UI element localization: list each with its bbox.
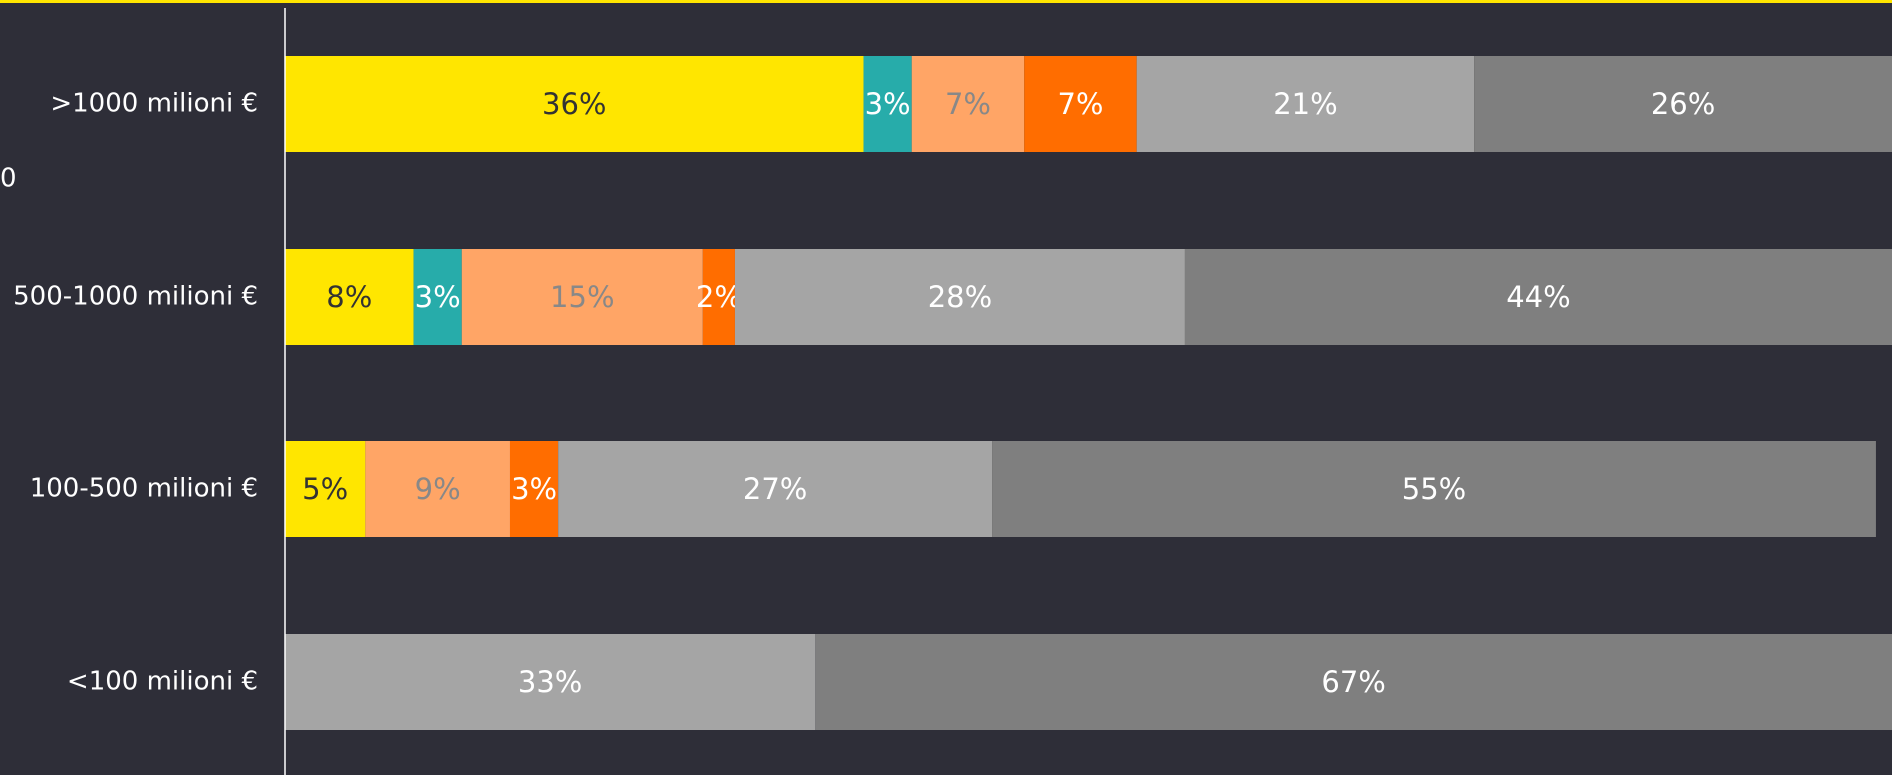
value-label: 8% [326,280,372,314]
value-label: 3% [415,280,461,314]
value-label: 9% [415,472,461,506]
bar-segment [992,441,1876,537]
annotation: 0 [0,164,17,194]
bar-segment [285,56,864,152]
bar-segment [911,56,1025,152]
value-label: 7% [1057,87,1103,121]
value-label: 27% [743,472,807,506]
bar-segment [285,249,414,345]
bar-segment [285,441,366,537]
bar-segment [413,249,462,345]
bar-segment [702,249,735,345]
bar-segment [285,634,816,730]
bar-segment [365,441,510,537]
value-label: 3% [865,87,911,121]
bar-segment [509,441,559,537]
bar-segment [863,56,912,152]
top-border [0,0,1892,3]
category-label: 100-500 milioni € [30,474,258,504]
bar-segment [558,441,993,537]
value-label: 15% [550,280,614,314]
bar-segment [734,249,1185,345]
bar-segment [1136,56,1475,152]
value-label: 5% [302,472,348,506]
category-label: 500-1000 milioni € [13,282,258,312]
value-label: 28% [928,280,992,314]
value-label: 3% [511,472,557,506]
bar-segment [1184,249,1892,345]
value-label: 2% [696,280,742,314]
value-label: 67% [1321,665,1385,699]
value-label: 7% [945,87,991,121]
value-label: 55% [1402,472,1466,506]
bar-segment [815,634,1892,730]
value-label: 36% [542,87,606,121]
value-label: 33% [518,665,582,699]
value-label: 26% [1651,87,1715,121]
value-label: 44% [1506,280,1570,314]
bar-segment [1024,56,1137,152]
category-label: <100 milioni € [67,667,258,697]
bar-segment [461,249,703,345]
category-label: >1000 milioni € [50,89,258,119]
bar-segment [1474,56,1892,152]
value-label: 21% [1273,87,1337,121]
